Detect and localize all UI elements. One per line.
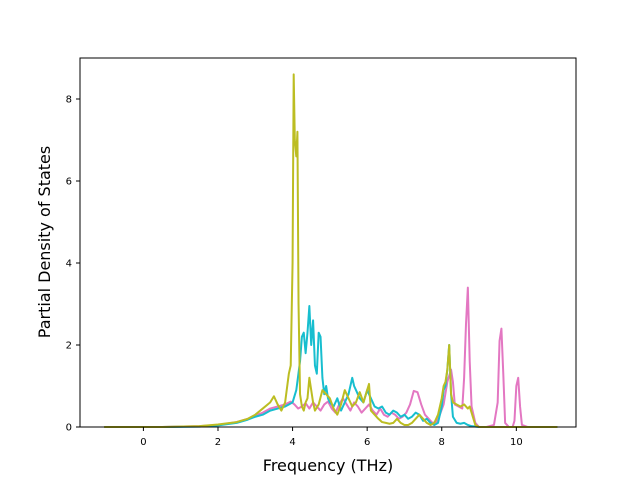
plot-frame: [79, 57, 577, 428]
y-tick-label: 4: [66, 259, 72, 270]
x-tick-label: 8: [439, 437, 445, 448]
y-tick-label: 0: [66, 423, 72, 434]
series-layer: [104, 73, 558, 428]
series-line-1: [104, 286, 558, 428]
series-line-3: [104, 73, 558, 428]
y-axis-label: Partial Density of States: [35, 146, 54, 338]
x-tick-label: 4: [289, 437, 295, 448]
y-tick-label: 6: [66, 177, 72, 188]
x-axis-label: Frequency (THz): [263, 456, 393, 475]
x-tick-label: 2: [215, 437, 221, 448]
y-tick-label: 2: [66, 341, 72, 352]
x-tick-label: 10: [510, 437, 523, 448]
x-tick-label: 0: [140, 437, 146, 448]
x-tick-label: 6: [364, 437, 370, 448]
ticks-layer: 0 2 4 6 8 10 0 2 4 6 8: [66, 95, 523, 449]
y-tick-label: 8: [66, 95, 72, 106]
